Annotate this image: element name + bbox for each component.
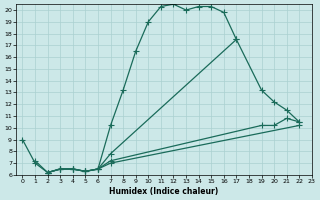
X-axis label: Humidex (Indice chaleur): Humidex (Indice chaleur) xyxy=(109,187,219,196)
